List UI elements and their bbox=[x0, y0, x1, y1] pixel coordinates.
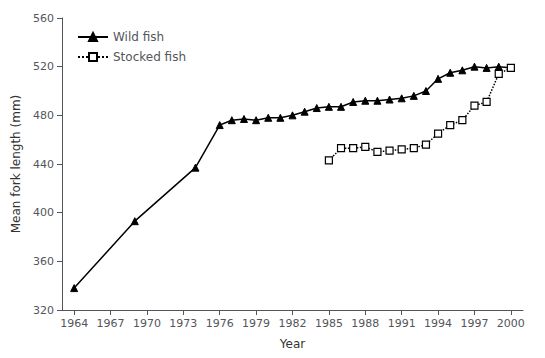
svg-text:320: 320 bbox=[33, 304, 54, 317]
svg-text:Wild fish: Wild fish bbox=[113, 30, 164, 44]
svg-text:560: 560 bbox=[33, 12, 54, 25]
svg-text:480: 480 bbox=[33, 109, 54, 122]
svg-text:1985: 1985 bbox=[315, 317, 343, 330]
svg-text:1982: 1982 bbox=[279, 317, 307, 330]
svg-text:Stocked fish: Stocked fish bbox=[113, 50, 186, 64]
svg-text:520: 520 bbox=[33, 60, 54, 73]
svg-text:1979: 1979 bbox=[242, 317, 270, 330]
svg-text:400: 400 bbox=[33, 206, 54, 219]
svg-text:Year: Year bbox=[279, 337, 305, 351]
svg-text:Mean fork length (mm): Mean fork length (mm) bbox=[9, 95, 23, 234]
svg-text:1988: 1988 bbox=[351, 317, 379, 330]
svg-text:1964: 1964 bbox=[60, 317, 88, 330]
svg-text:1994: 1994 bbox=[424, 317, 452, 330]
svg-text:440: 440 bbox=[33, 158, 54, 171]
svg-text:1973: 1973 bbox=[169, 317, 197, 330]
svg-text:1991: 1991 bbox=[388, 317, 416, 330]
svg-text:1970: 1970 bbox=[133, 317, 161, 330]
svg-text:1997: 1997 bbox=[460, 317, 488, 330]
svg-text:2000: 2000 bbox=[497, 317, 525, 330]
svg-text:1967: 1967 bbox=[97, 317, 125, 330]
svg-text:360: 360 bbox=[33, 255, 54, 268]
svg-text:1976: 1976 bbox=[206, 317, 234, 330]
